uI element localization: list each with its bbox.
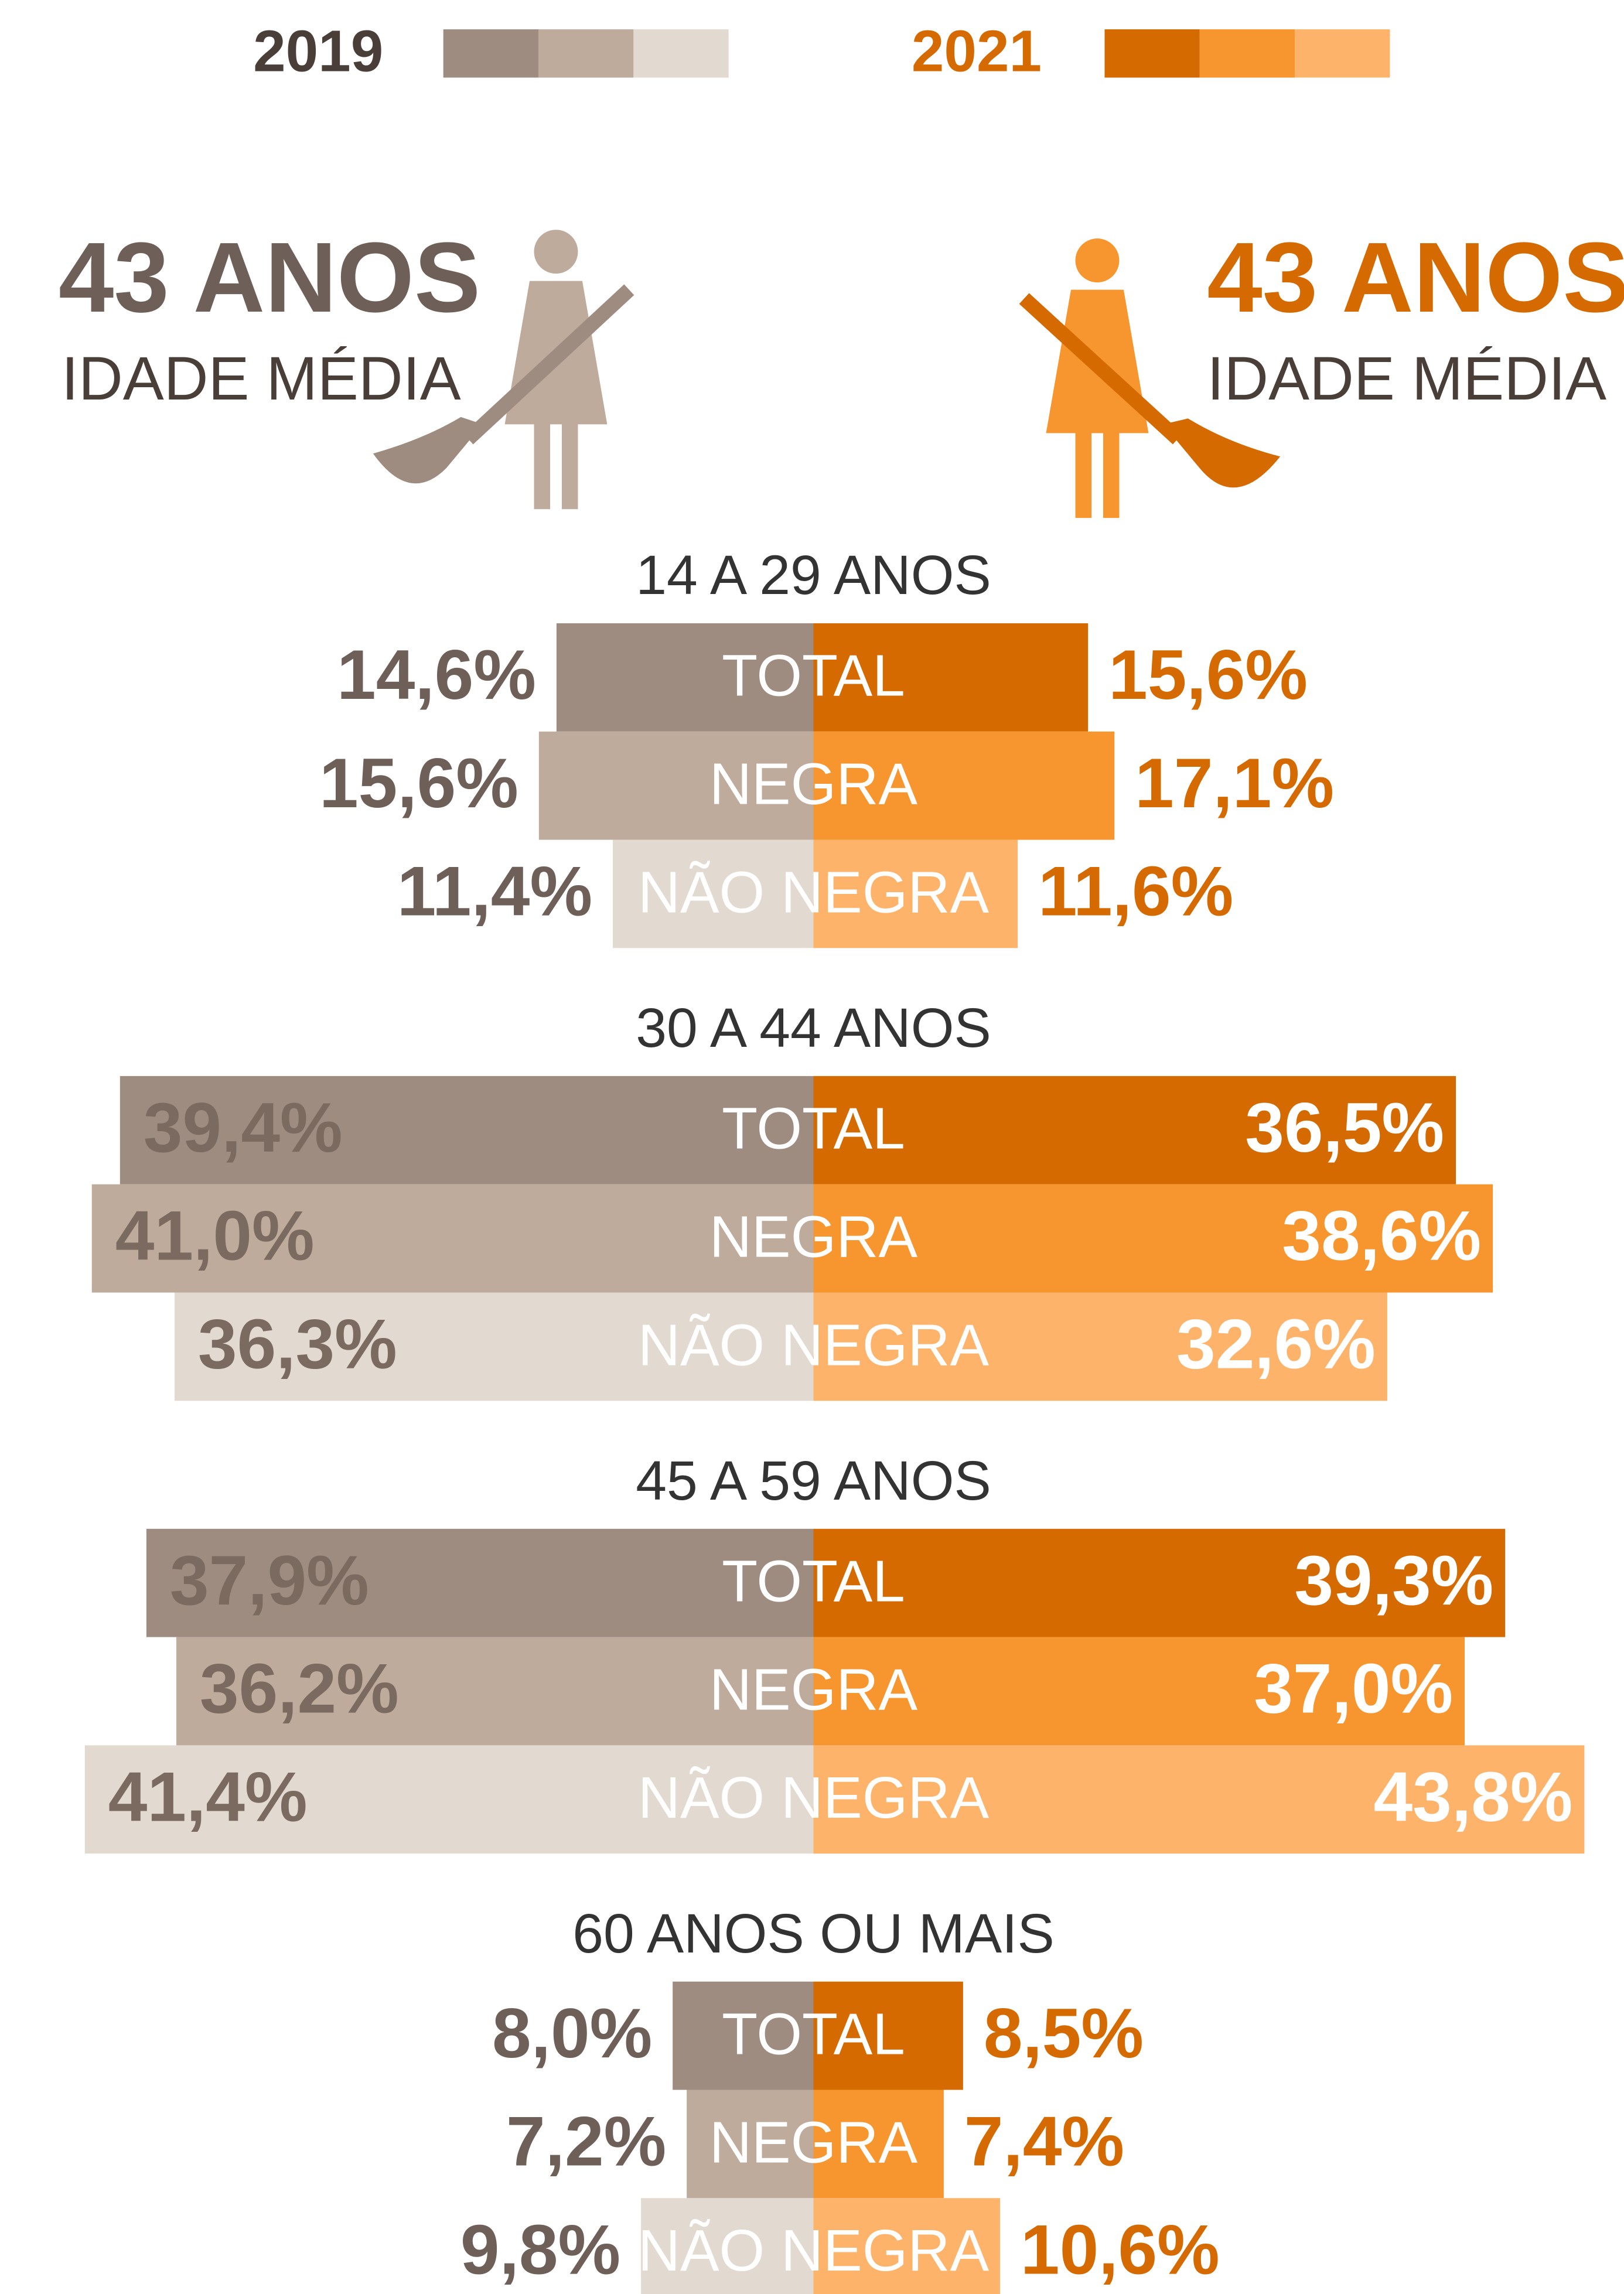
value-label: 41,4% [108, 1757, 308, 1836]
legend-swatch [538, 29, 634, 78]
value-label: 15,6% [1108, 636, 1308, 714]
bar [813, 1184, 1493, 1293]
bar [813, 2198, 1000, 2294]
bar [176, 1637, 814, 1746]
legend-swatch [1199, 29, 1295, 78]
bar [673, 1981, 814, 2090]
value-label: 7,4% [964, 2102, 1124, 2181]
legend-swatch [443, 29, 539, 78]
legend-label: 2021 [912, 19, 1042, 84]
bar [84, 1745, 814, 1854]
value-label: 11,6% [1038, 852, 1233, 931]
value-label: 39,3% [1294, 1541, 1493, 1620]
value-label: 9,8% [460, 2210, 620, 2289]
bar [813, 1745, 1585, 1854]
value-label: 8,0% [492, 1994, 652, 2073]
bar [813, 1528, 1506, 1637]
avg-age: 43 ANOS [59, 221, 480, 333]
bar [813, 839, 1018, 948]
bar [813, 2090, 944, 2199]
bar [813, 1076, 1456, 1184]
bar [641, 2198, 814, 2294]
value-label: 7,2% [506, 2102, 666, 2181]
legend-swatch [1104, 29, 1200, 78]
value-label: 39,4% [144, 1088, 343, 1167]
category-label: TOTAL [722, 1549, 905, 1614]
value-label: 36,5% [1245, 1088, 1444, 1167]
bar [613, 839, 814, 948]
bar [813, 731, 1115, 840]
category-label: TOTAL [722, 2002, 905, 2067]
category-label: NEGRA [709, 1204, 918, 1269]
value-label: 10,6% [1021, 2210, 1220, 2289]
category-label: NEGRA [709, 1657, 918, 1722]
group-title: 45 A 59 ANOS [636, 1450, 991, 1512]
avg-label: IDADE MÉDIA [62, 344, 461, 413]
value-label: 11,4% [397, 852, 592, 931]
avg-age: 43 ANOS [1207, 221, 1624, 333]
value-label: 37,0% [1254, 1650, 1453, 1728]
value-label: 14,6% [337, 636, 536, 714]
value-label: 15,6% [319, 744, 518, 822]
category-label: NEGRA [709, 752, 918, 817]
value-label: 41,0% [115, 1197, 315, 1275]
bar [813, 1292, 1387, 1401]
value-label: 17,1% [1135, 744, 1334, 822]
avg-label: IDADE MÉDIA [1207, 344, 1606, 413]
woman-icon [373, 230, 634, 510]
category-label: NÃO NEGRA [638, 1766, 990, 1831]
category-label: NÃO NEGRA [638, 860, 990, 925]
legend-swatch [1295, 29, 1390, 78]
value-label: 43,8% [1374, 1757, 1573, 1836]
legend-swatch [633, 29, 729, 78]
value-label: 37,9% [170, 1541, 369, 1620]
group-title: 30 A 44 ANOS [636, 997, 991, 1059]
bar [91, 1184, 814, 1293]
group-title: 60 ANOS OU MAIS [572, 1903, 1055, 1965]
bar [120, 1076, 814, 1184]
bar [813, 1981, 963, 2090]
bar [813, 623, 1089, 732]
category-label: NÃO NEGRA [638, 1313, 990, 1378]
category-label: NÃO NEGRA [638, 2218, 990, 2283]
value-label: 36,3% [198, 1305, 397, 1384]
value-label: 38,6% [1282, 1197, 1481, 1275]
group-title: 14 A 29 ANOS [636, 544, 991, 606]
category-label: TOTAL [722, 644, 905, 709]
bar [538, 731, 814, 840]
bar [146, 1528, 814, 1637]
bar [174, 1292, 814, 1401]
value-label: 8,5% [984, 1994, 1144, 2073]
value-label: 36,2% [200, 1650, 399, 1728]
bar [556, 623, 814, 732]
legend-label: 2019 [253, 19, 383, 84]
bar [813, 1637, 1465, 1746]
value-label: 32,6% [1176, 1305, 1376, 1384]
category-label: NEGRA [709, 2110, 918, 2175]
woman-icon [1019, 238, 1281, 518]
bar [687, 2090, 814, 2199]
category-label: TOTAL [722, 1097, 905, 1162]
